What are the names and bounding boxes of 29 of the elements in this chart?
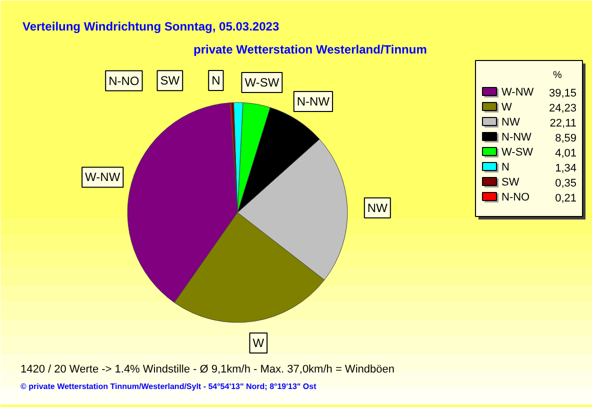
category-label: N-NO — [108, 74, 140, 88]
slice-label: W — [252, 336, 265, 350]
legend-title: % — [553, 70, 562, 81]
legend-label: W-SW — [502, 146, 534, 158]
data-label: 24,23 — [548, 102, 577, 114]
legend-label: N-NO — [502, 192, 530, 204]
data-label: 22,11 — [550, 118, 577, 130]
data-label: 4,01 — [555, 148, 577, 160]
legend-label: W — [502, 102, 512, 114]
legend-label: NW — [502, 116, 520, 128]
data-label: 8,59 — [555, 132, 577, 144]
text: 1420 / 20 Werte -> 1.4% Windstille - Ø 9,1km/h - Max. 37,0km/h = Windböen — [20, 364, 394, 376]
legend-label: N — [502, 162, 510, 174]
slice-label: N-NW — [296, 94, 330, 108]
legend-label: W-NW — [502, 86, 534, 98]
data-label: 39,15 — [548, 88, 577, 100]
legend-label: N-NW — [502, 132, 532, 144]
data-label: 1,34 — [555, 162, 577, 174]
text: © private Wetterstation Tinnum/Westerland/Sylt - 54°54'13" Nord; 8°19'13" Ost — [20, 382, 317, 391]
slice-label: W-SW — [244, 76, 280, 90]
chart-title: Verteilung Windrichtung Sonntag, 05.03.2023 — [22, 20, 280, 34]
slice-label: NW — [367, 200, 388, 215]
slice-label: W-NW — [85, 170, 121, 184]
legend-label: SW — [502, 176, 520, 188]
category-label: SW — [160, 74, 180, 88]
category-label: N — [212, 74, 220, 88]
chart-subtitle: private Wetterstation Westerland/Tinnum — [194, 42, 427, 56]
data-label: 0,35 — [555, 178, 577, 190]
data-label: 0,21 — [555, 192, 577, 204]
